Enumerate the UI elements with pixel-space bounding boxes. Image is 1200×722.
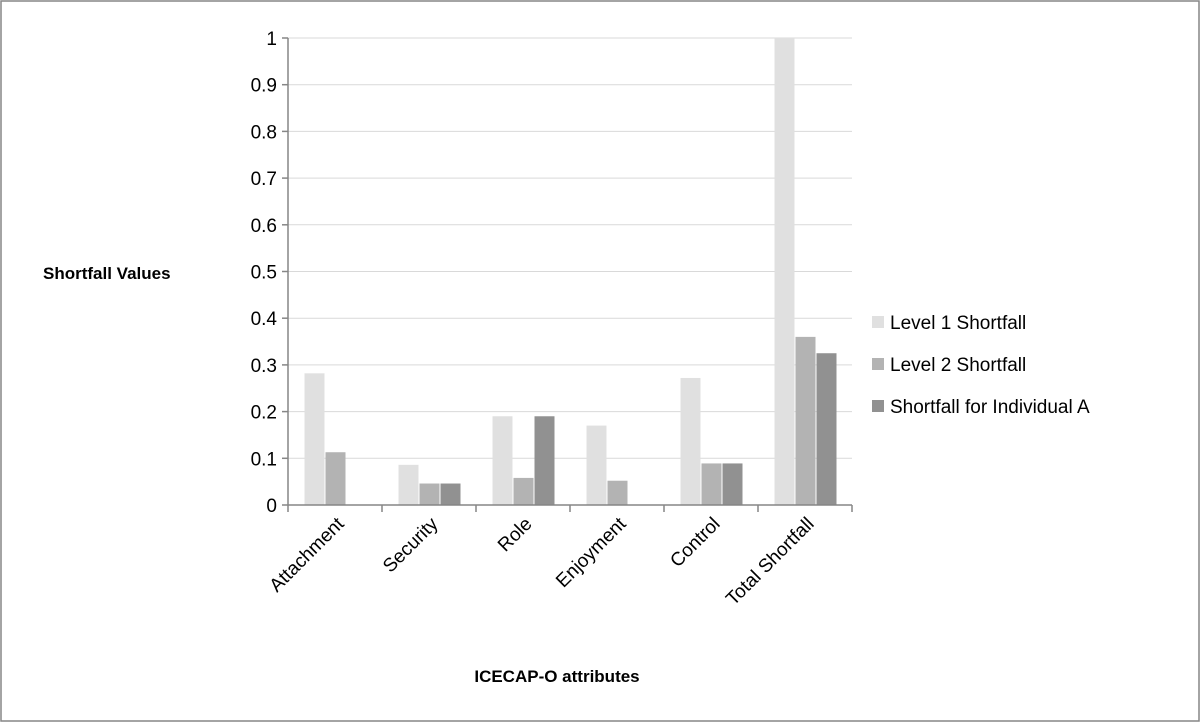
legend-swatch <box>872 316 884 328</box>
bar <box>325 452 346 505</box>
y-tick-label: 0.9 <box>251 76 277 97</box>
bar <box>492 416 513 505</box>
bar <box>701 463 722 505</box>
bar <box>586 425 607 505</box>
gridlines <box>288 37 852 459</box>
bar <box>816 353 837 505</box>
y-tick-label: 0.8 <box>251 122 277 143</box>
bar <box>680 377 701 505</box>
legend-swatch <box>872 358 884 370</box>
legend-label: Level 2 Shortfall <box>890 355 1026 376</box>
bar <box>722 463 743 505</box>
bar <box>607 480 628 505</box>
bar <box>774 38 795 505</box>
x-axis-title: ICECAP-O attributes <box>474 667 639 686</box>
bar <box>513 477 534 505</box>
y-tick-label: 0.7 <box>251 169 277 190</box>
y-axis-title: Shortfall Values <box>43 264 171 283</box>
y-tick-label: 0.4 <box>251 309 278 330</box>
y-tick-label: 0.2 <box>251 403 277 424</box>
bars <box>304 38 837 505</box>
bar <box>795 336 816 505</box>
y-tick-label: 0.5 <box>251 263 277 284</box>
legend-label: Level 1 Shortfall <box>890 313 1026 334</box>
legend: Level 1 Shortfall Level 2 Shortfall Shortf… <box>872 313 1090 418</box>
bar <box>419 483 440 505</box>
y-tick-labels: 0 0.1 0.2 0.3 0.4 0.5 0.6 0.7 0.8 0.9 1 <box>251 29 278 517</box>
y-tick-label: 0.6 <box>251 216 277 237</box>
y-tick-label: 0.3 <box>251 356 277 377</box>
bar <box>440 483 461 505</box>
legend-swatch <box>872 400 884 412</box>
axes <box>282 37 853 512</box>
bar <box>304 373 325 505</box>
y-tick-label: 1 <box>266 29 277 50</box>
legend-label: Shortfall for Individual A <box>890 397 1090 418</box>
y-tick-label: 0.1 <box>251 449 277 470</box>
y-tick-label: 0 <box>266 496 277 517</box>
bar <box>534 416 555 505</box>
bar <box>398 464 419 505</box>
